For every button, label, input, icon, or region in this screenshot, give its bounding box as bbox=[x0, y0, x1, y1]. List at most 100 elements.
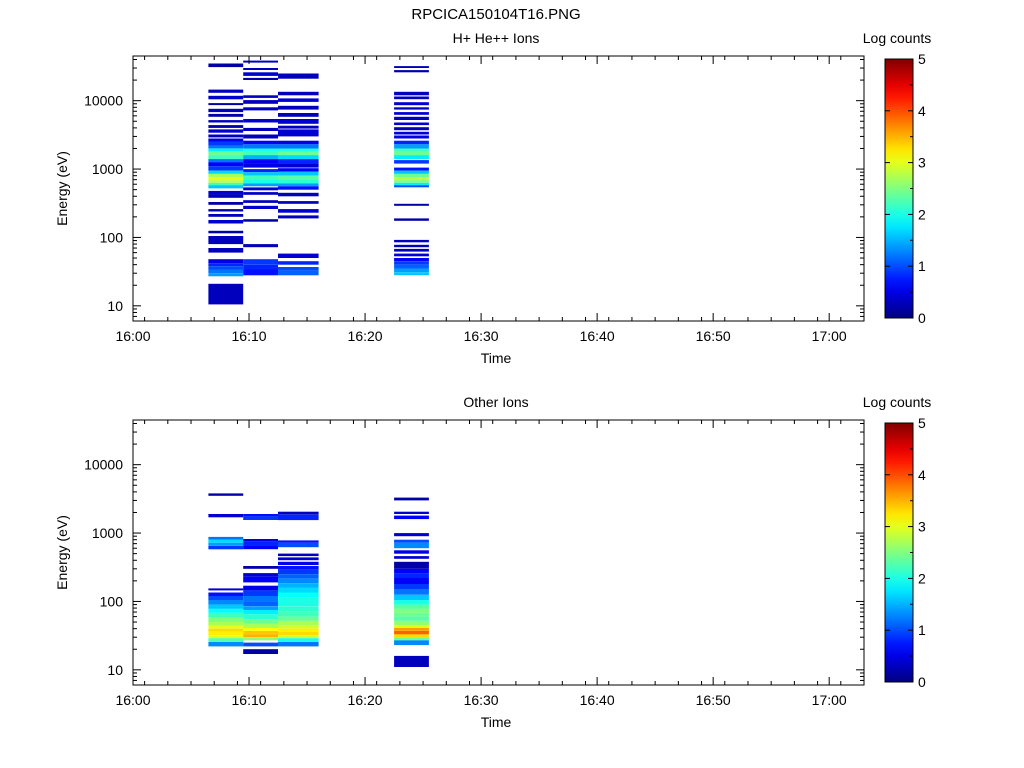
heatmap-cell bbox=[278, 261, 319, 265]
heatmap-cell bbox=[278, 635, 319, 639]
heatmap-cell bbox=[243, 148, 278, 152]
x-tick-label: 17:00 bbox=[812, 692, 847, 708]
heatmap-cell bbox=[394, 616, 429, 621]
heatmap-cell bbox=[394, 203, 429, 206]
heatmap-cell bbox=[208, 542, 244, 546]
heatmap-cell bbox=[394, 568, 429, 574]
heatmap-cell bbox=[278, 215, 319, 219]
heatmap-cell bbox=[243, 77, 278, 80]
heatmap-cell bbox=[394, 180, 429, 183]
heatmap-cell bbox=[394, 497, 429, 501]
heatmap-cell bbox=[394, 239, 429, 243]
heatmap-cell bbox=[208, 536, 244, 540]
heatmap-cell bbox=[394, 112, 429, 115]
heatmap-cell bbox=[394, 655, 429, 667]
y-axis-label: Energy (eV) bbox=[54, 151, 70, 226]
heatmap-cell bbox=[243, 541, 278, 546]
heatmap-cell bbox=[208, 190, 244, 195]
heatmap-cell bbox=[278, 642, 319, 647]
heatmap-cell bbox=[208, 545, 244, 550]
heatmap-cell bbox=[243, 606, 278, 610]
heatmap-cell bbox=[208, 173, 244, 178]
heatmap-cell bbox=[394, 511, 429, 514]
heatmap-cell bbox=[394, 160, 429, 164]
y-tick-label: 10000 bbox=[84, 457, 123, 473]
heatmap-cell bbox=[278, 616, 319, 621]
y-tick-label: 100 bbox=[100, 229, 124, 245]
heatmap-cell bbox=[394, 561, 429, 569]
heatmap-cell bbox=[394, 107, 429, 110]
heatmap-cells bbox=[208, 60, 429, 305]
heatmap-cell bbox=[394, 122, 429, 126]
heatmap-cell bbox=[278, 557, 319, 561]
heatmap-cell bbox=[278, 73, 319, 79]
heatmap-cell bbox=[394, 218, 429, 221]
y-tick-label: 10 bbox=[107, 662, 123, 678]
panel-title: Other Ions bbox=[463, 394, 528, 410]
heatmap-cell bbox=[208, 514, 244, 518]
heatmap-cell bbox=[394, 177, 429, 181]
x-tick-label: 16:30 bbox=[464, 692, 499, 708]
heatmap-cell bbox=[278, 171, 319, 176]
heatmap-cell bbox=[243, 219, 278, 222]
heatmap-cell bbox=[278, 105, 319, 110]
x-axis-label: Time bbox=[481, 350, 512, 366]
heatmap-cell bbox=[208, 600, 244, 605]
heatmap-cell bbox=[394, 135, 429, 139]
colorbar-tick-label: 1 bbox=[918, 622, 926, 638]
heatmap-cell bbox=[243, 244, 278, 248]
heatmap-cell bbox=[208, 273, 244, 277]
heatmap-cell bbox=[208, 266, 244, 270]
heatmap-cell bbox=[208, 209, 244, 212]
chart-panel-1: H+ He++ Ions 16:00 16:10 16:20 16:30 16:40 16:… bbox=[54, 30, 931, 366]
heatmap-cell bbox=[394, 91, 429, 96]
y-tick-label: 1000 bbox=[92, 161, 123, 177]
colorbar-tick-label: 2 bbox=[918, 570, 926, 586]
heatmap-cell bbox=[394, 637, 429, 641]
heatmap-cell bbox=[394, 539, 429, 543]
heatmap-cell bbox=[243, 601, 278, 607]
heatmap-cell bbox=[394, 144, 429, 149]
heatmap-cell bbox=[208, 177, 244, 181]
heatmap-cell bbox=[278, 91, 319, 96]
colorbar-tick-label: 0 bbox=[918, 674, 926, 690]
heatmap-cell bbox=[208, 638, 244, 642]
heatmap-cell bbox=[243, 637, 278, 641]
heatmap-cell bbox=[394, 182, 429, 186]
colorbar bbox=[884, 422, 914, 683]
colorbar-label: Log counts bbox=[863, 394, 932, 410]
heatmap-cell bbox=[278, 168, 319, 172]
colorbar-label: Log counts bbox=[863, 30, 932, 46]
heatmap-cell bbox=[208, 185, 244, 189]
heatmap-cell bbox=[394, 556, 429, 559]
y-tick-label: 10 bbox=[107, 298, 123, 314]
heatmap-cell bbox=[208, 617, 244, 622]
heatmap-cell bbox=[243, 72, 278, 76]
x-tick-label: 17:00 bbox=[812, 328, 847, 344]
heatmap-cell bbox=[278, 592, 319, 598]
heatmap-cell bbox=[394, 533, 429, 537]
heatmap-cell bbox=[208, 259, 244, 264]
chart-panel-2: Other Ions 16:00 16:10 16:20 16:30 16:40 16:50… bbox=[54, 394, 931, 730]
heatmap-cell bbox=[208, 170, 244, 174]
heatmap-cells bbox=[208, 493, 429, 667]
heatmap-cell bbox=[243, 566, 278, 569]
panel-title: H+ He++ Ions bbox=[453, 30, 540, 46]
heatmap-cell bbox=[243, 172, 278, 176]
heatmap-cell bbox=[243, 95, 278, 98]
heatmap-cell bbox=[208, 180, 244, 183]
heatmap-cell bbox=[278, 119, 319, 124]
heatmap-cell bbox=[394, 116, 429, 120]
x-tick-label: 16:00 bbox=[115, 328, 150, 344]
heatmap-cell bbox=[208, 604, 244, 609]
heatmap-cell bbox=[394, 248, 429, 252]
heatmap-cell bbox=[394, 148, 429, 152]
heatmap-cell bbox=[278, 253, 319, 258]
heatmap-cell bbox=[394, 96, 429, 100]
heatmap-cell bbox=[394, 264, 429, 269]
heatmap-cell bbox=[208, 539, 244, 543]
heatmap-cell bbox=[278, 270, 319, 276]
heatmap-cell bbox=[278, 583, 319, 588]
x-tick-label: 16:20 bbox=[348, 328, 383, 344]
